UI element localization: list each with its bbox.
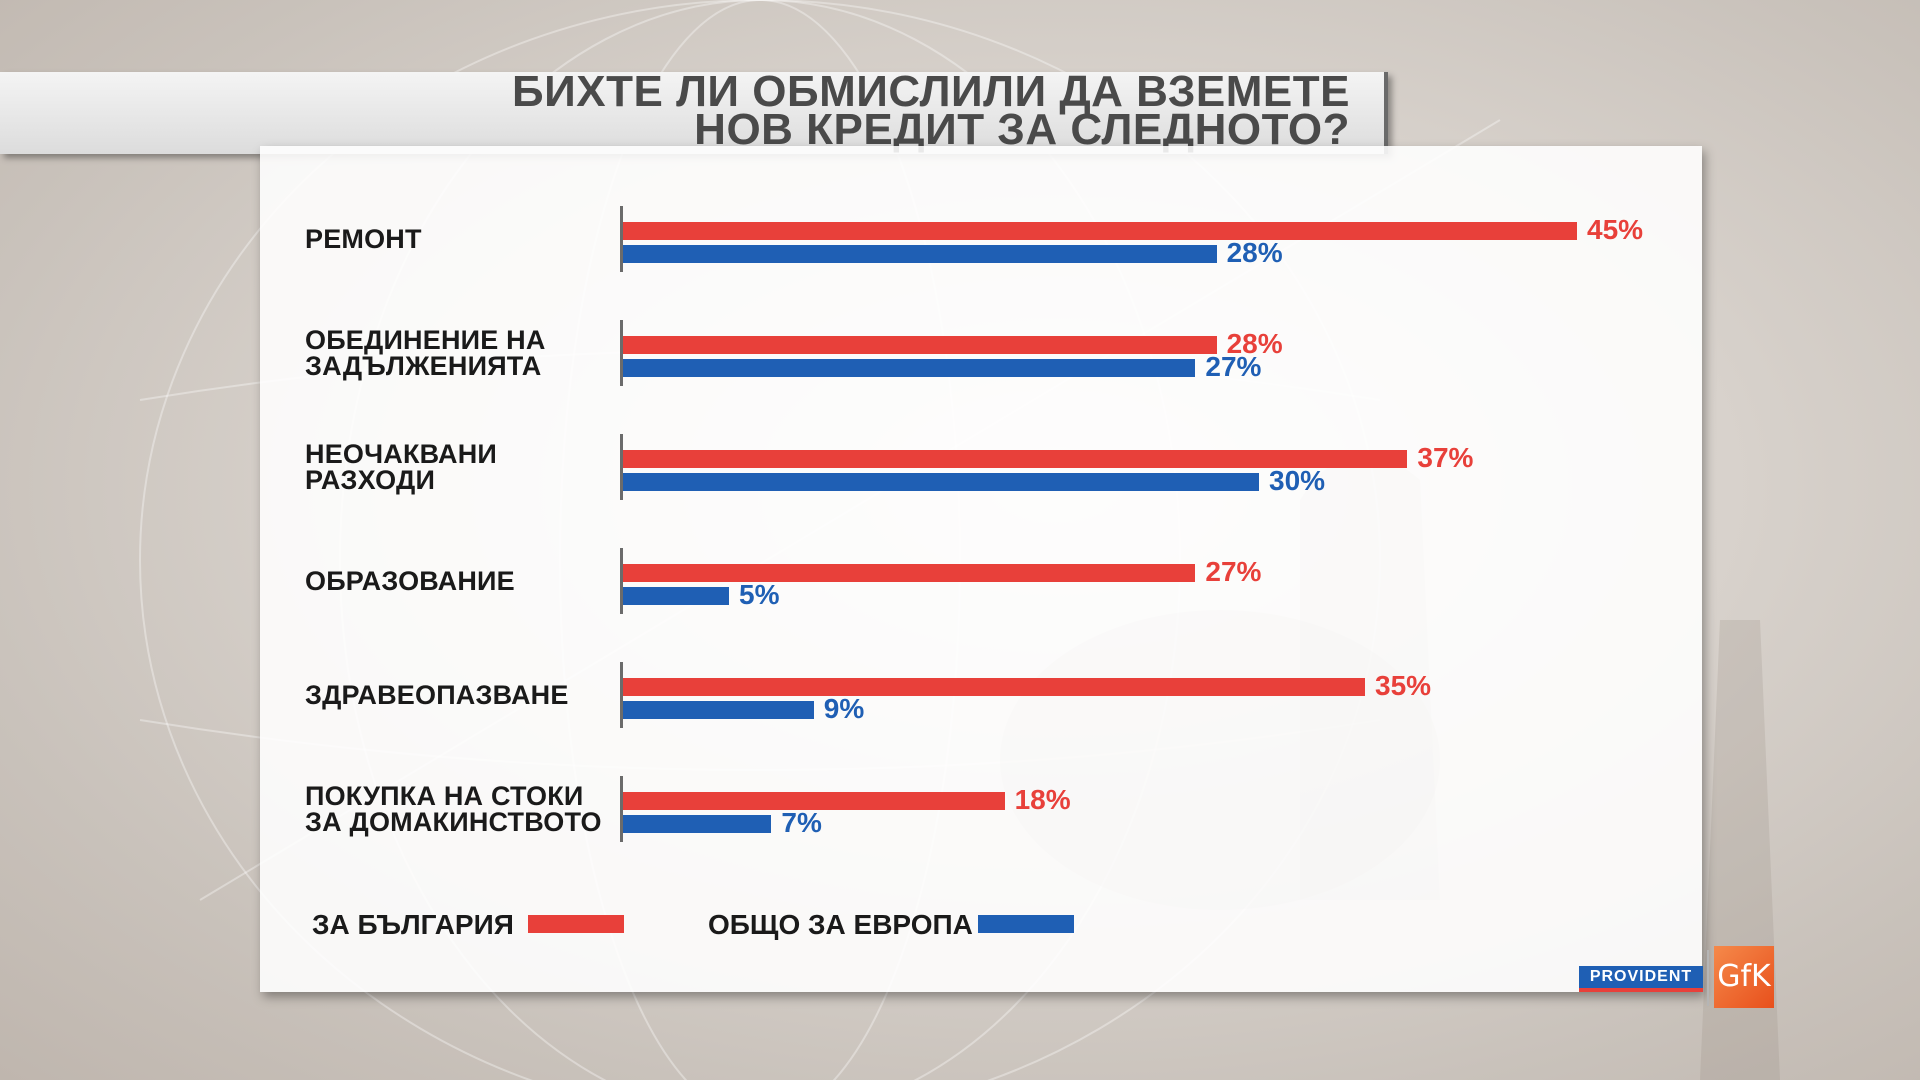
- data-label-bg-6: 18%: [1014, 784, 1071, 815]
- legend-swatch-europe: [978, 915, 1074, 933]
- legend-label-europe: ОБЩО ЗА ЕВРОПА: [708, 909, 973, 940]
- data-label-bg-3: 37%: [1417, 442, 1474, 473]
- bar-eu-4: [623, 587, 729, 605]
- chart-title-line-2: НОВ КРЕДИТ ЗА СЛЕДНОТО?: [694, 105, 1350, 154]
- bar-bg-5: [623, 678, 1365, 696]
- bar-eu-2: [623, 359, 1196, 377]
- bar-bg-3: [623, 450, 1408, 468]
- data-label-eu-2: 27%: [1205, 351, 1262, 382]
- data-label-bg-5: 35%: [1375, 670, 1432, 701]
- category-axis-line: [620, 548, 623, 614]
- bar-bg-4: [623, 564, 1196, 582]
- category-label: НЕОЧАКВАНИ РАЗХОДИ: [305, 439, 498, 495]
- data-label-eu-3: 30%: [1269, 465, 1326, 496]
- bar-bg-1: [623, 222, 1577, 240]
- data-label-eu-4: 5%: [739, 579, 780, 610]
- data-label-eu-5: 9%: [823, 693, 865, 724]
- category-label: ОБЕДИНЕНИЕ НА ЗАДЪЛЖЕНИЯТА: [305, 325, 546, 381]
- category-axis-line: [620, 776, 623, 842]
- legend-swatch-bulgaria: [528, 915, 624, 933]
- category-axis-line: [620, 662, 623, 728]
- data-label-bg-1: 45%: [1587, 214, 1644, 245]
- category-label: ОБРАЗОВАНИЕ: [305, 566, 515, 596]
- chart-panel: РЕМОНТ 45% 28% ОБЕДИНЕНИЕ НА ЗАДЪЛЖЕНИЯТА 28…: [260, 146, 1702, 992]
- bar-eu-6: [623, 815, 772, 833]
- data-label-bg-4: 27%: [1205, 556, 1262, 587]
- bar-eu-1: [623, 245, 1217, 263]
- legend-label-bulgaria: ЗА БЪЛГАРИЯ: [312, 909, 514, 940]
- bar-eu-5: [623, 701, 814, 719]
- data-label-eu-6: 7%: [781, 807, 822, 838]
- bar-bg-6: [623, 792, 1005, 810]
- category-axis-line: [620, 434, 623, 500]
- bar-bg-2: [623, 336, 1217, 354]
- data-label-eu-1: 28%: [1226, 237, 1283, 268]
- gfk-logo: GfK: [1714, 946, 1774, 1008]
- category-axis-line: [620, 206, 623, 272]
- category-label: РЕМОНТ: [305, 224, 422, 254]
- category-label: ЗДРАВЕОПАЗВАНЕ: [305, 680, 569, 710]
- bar-eu-3: [623, 473, 1259, 491]
- category-axis-line: [620, 320, 623, 386]
- provident-logo: PROVIDENT: [1579, 966, 1703, 992]
- category-label: ПОКУПКА НА СТОКИ ЗА ДОМАКИНСТВОТО: [305, 781, 602, 837]
- chart-title-line-1: БИХТЕ ЛИ ОБМИСЛИЛИ ДА ВЗЕМЕТЕ: [512, 67, 1350, 116]
- logo-divider: [1707, 950, 1709, 1006]
- title-band: БИХТЕ ЛИ ОБМИСЛИЛИ ДА ВЗЕМЕТЕ НОВ КРЕДИТ…: [0, 67, 1388, 154]
- data-label-bg-2: 28%: [1226, 328, 1283, 359]
